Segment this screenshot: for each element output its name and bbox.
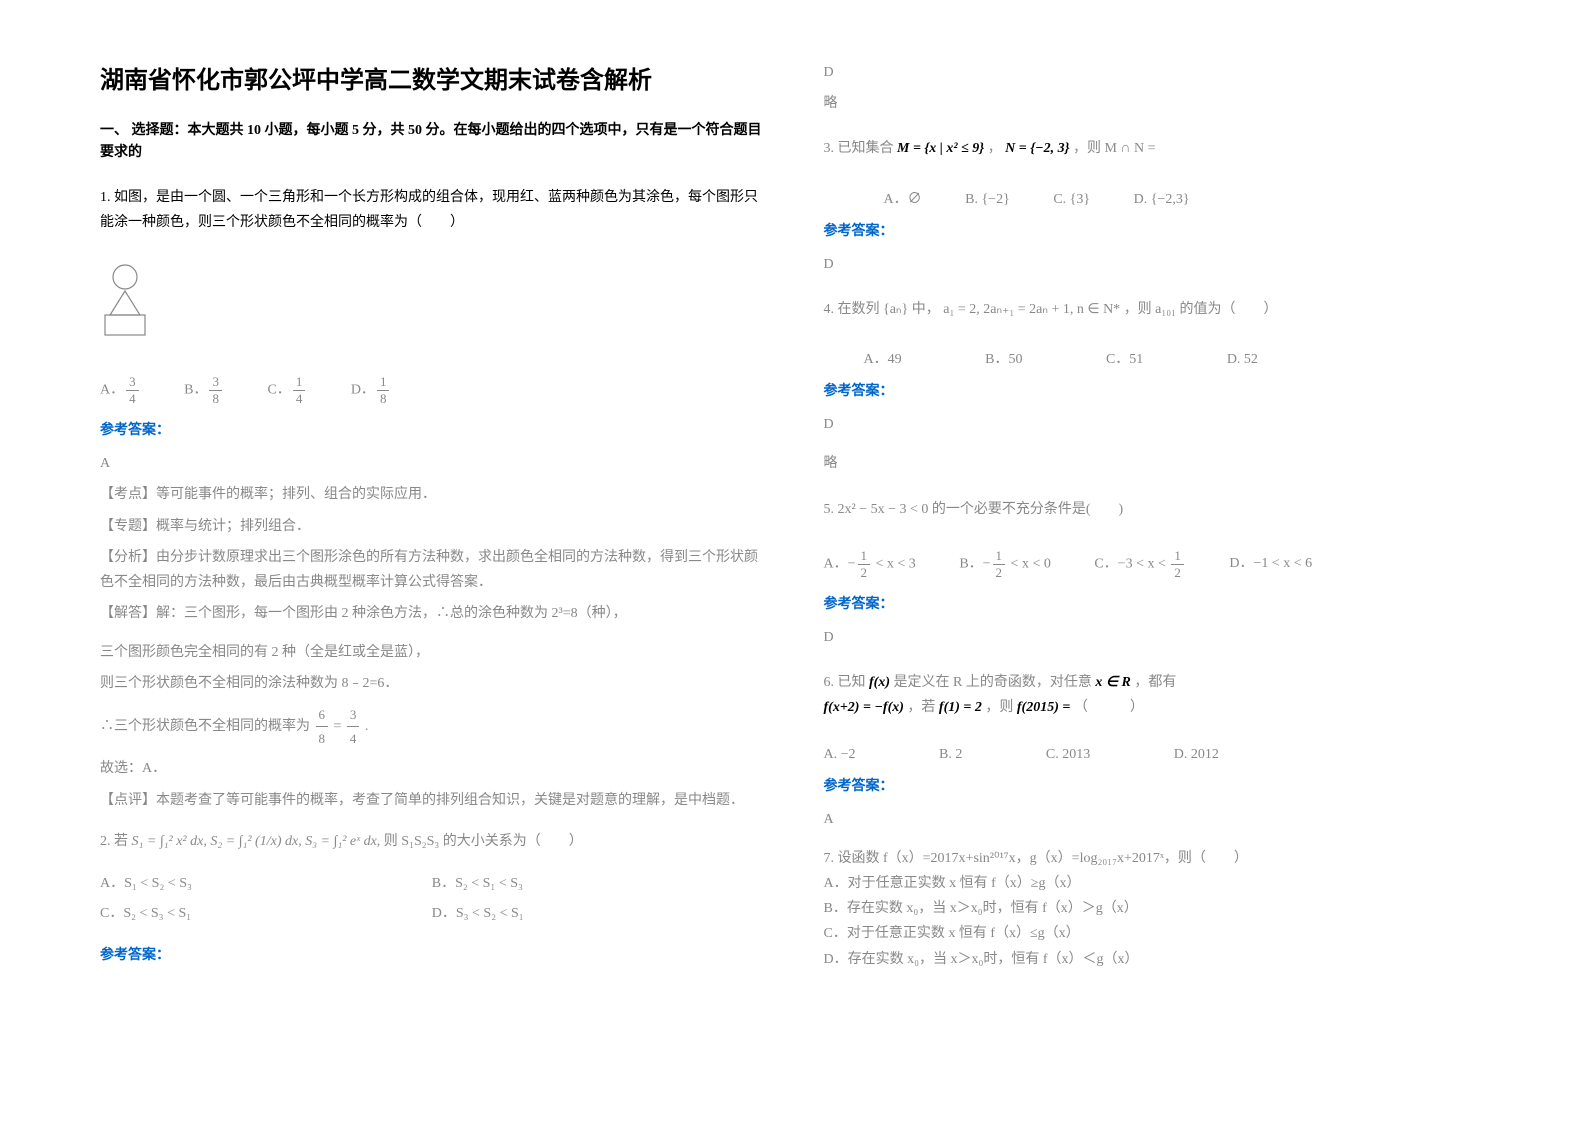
q6-ans-letter: A <box>824 807 1488 832</box>
q3-mid: ， <box>988 141 1002 156</box>
q4-options: A．49 B．50 C．51 D. 52 <box>824 348 1488 368</box>
q6-l1c: 是定义在 R 上的奇函数，对任意 <box>894 675 1096 690</box>
q1-a3: 【分析】由分步计数原理求出三个图形涂色的所有方法种数，求出颜色全相同的方法种数，… <box>100 545 764 595</box>
q7-optA: A．对于任意正实数 x 恒有 f（x）≥g（x） <box>824 871 1488 896</box>
q3-answer-label: 参考答案： <box>824 220 1488 240</box>
q2-options: A．S₁ < S₂ < S₃ B．S₂ < S₁ < S₃ C．S₂ < S₃ … <box>100 872 764 932</box>
q4-optC: C．51 <box>1106 348 1143 368</box>
q7-optD: D．存在实数 x₀，当 x＞x₀时，恒有 f（x）＜g（x） <box>824 947 1488 972</box>
q7-optB: B．存在实数 x₀，当 x＞x₀时，恒有 f（x）＞g（x） <box>824 896 1488 921</box>
q6-l1d: x ∈ R <box>1095 675 1131 690</box>
q2-expr: S₁ = ∫₁² x² dx, S₂ = ∫₁² (1/x) dx, S₃ = … <box>132 834 381 849</box>
q5-options: A．−12 < x < 3 B．−12 < x < 0 C．−3 < x < 1… <box>824 548 1488 581</box>
q7-text: 7. 设函数 f（x）=2017x+sin²⁰¹⁷x，g（x）=log₂₀₁₇x… <box>824 846 1488 871</box>
q2-answer: D 略 <box>824 60 1488 122</box>
q6-answer-label: 参考答案： <box>824 775 1488 795</box>
q4-optA: A．49 <box>864 348 902 368</box>
q6-l2a: f(x+2) = −f(x) <box>824 700 904 715</box>
q4-answer-label: 参考答案： <box>824 380 1488 400</box>
q1-ans-letter: A <box>100 451 764 476</box>
q4-prefix: 4. 在数列 {aₙ} 中， <box>824 302 940 317</box>
q3-suffix: ，则 M ∩ N = <box>1073 141 1156 156</box>
q2-optB: B．S₂ < S₁ < S₃ <box>432 872 764 892</box>
q5-text: 5. 2x² − 5x − 3 < 0 的一个必要不充分条件是( ) <box>824 497 1488 522</box>
q5-answer: D <box>824 625 1488 656</box>
q3-optA: A．∅ <box>884 188 922 208</box>
q1-figure <box>100 263 764 348</box>
q6-optB: B. 2 <box>939 747 962 763</box>
q1-a4: 【解答】解：三个图形，每一个图形由 2 种涂色方法，∴总的涂色种数为 2³=8（… <box>100 601 764 626</box>
q5-optC: C．−3 < x < 12 <box>1094 548 1186 581</box>
q6-l2c: f(1) = 2 <box>939 700 982 715</box>
q1-a6: 则三个形状颜色不全相同的涂法种数为 8﹣2=6． <box>100 671 764 696</box>
q6-optC: C. 2013 <box>1046 747 1090 763</box>
q1-a7: ∴三个形状颜色不全相同的概率为 68 = 34 . <box>100 703 764 751</box>
q1-a2: 【专题】概率与统计；排列组合． <box>100 514 764 539</box>
q1-a9: 【点评】本题考查了等可能事件的概率，考查了简单的排列组合知识，关键是对题意的理解… <box>100 788 764 813</box>
q2-optA: A．S₁ < S₂ < S₃ <box>100 872 432 892</box>
q3-optB: B. {−2} <box>965 192 1010 208</box>
q4-suffix: ，则 a₁₀₁ 的值为（ ） <box>1124 302 1278 317</box>
q6-l2b: ，若 <box>907 700 939 715</box>
q1-a5: 三个图形颜色完全相同的有 2 种（全是红或全是蓝）， <box>100 640 764 665</box>
q4-optB: B．50 <box>985 348 1022 368</box>
question-1: 1. 如图，是由一个圆、一个三角形和一个长方形构成的组合体，现用红、蓝两种颜色为… <box>100 185 764 235</box>
q5-optB: B．−12 < x < 0 <box>959 548 1051 581</box>
q2-note: 略 <box>824 91 1488 116</box>
q1-optD: D．18 <box>351 374 392 407</box>
q6-answer: A <box>824 807 1488 838</box>
q6-optD: D. 2012 <box>1174 747 1219 763</box>
question-6: 6. 已知 f(x) 是定义在 R 上的奇函数，对任意 x ∈ R ，都有 f(… <box>824 670 1488 721</box>
q1-a1: 【考点】等可能事件的概率；排列、组合的实际应用． <box>100 482 764 507</box>
q1-text: 1. 如图，是由一个圆、一个三角形和一个长方形构成的组合体，现用红、蓝两种颜色为… <box>100 185 764 235</box>
q1-optA: A．34 <box>100 374 141 407</box>
q3-optD: D. {−2,3} <box>1134 192 1190 208</box>
question-3: 3. 已知集合 M = {x | x² ≤ 9} ， N = {−2, 3} ，… <box>824 136 1488 161</box>
q6-l2d: ，则 <box>985 700 1017 715</box>
q1-options: A．34 B．38 C．14 D．18 <box>100 374 764 407</box>
q5-ans-letter: D <box>824 625 1488 650</box>
q4-optD: D. 52 <box>1227 352 1258 368</box>
q3-prefix: 3. 已知集合 <box>824 141 894 156</box>
q3-n: N = {−2, 3} <box>1005 142 1069 157</box>
question-2: 2. 若 S₁ = ∫₁² x² dx, S₂ = ∫₁² (1/x) dx, … <box>100 829 764 854</box>
q1-a8: 故选：A． <box>100 756 764 781</box>
q1-optC: C．14 <box>267 374 307 407</box>
q3-answer: D <box>824 252 1488 283</box>
q6-l1e: ，都有 <box>1134 675 1176 690</box>
q3-optC: C. {3} <box>1053 192 1090 208</box>
q5-answer-label: 参考答案： <box>824 593 1488 613</box>
q6-l2e: f(2015) = <box>1017 700 1074 715</box>
question-4: 4. 在数列 {aₙ} 中， a₁ = 2, 2aₙ₊₁ = 2aₙ + 1, … <box>824 297 1488 322</box>
q2-ans-letter: D <box>824 60 1488 85</box>
q7-optC: C．对于任意正实数 x 恒有 f（x）≤g（x） <box>824 921 1488 946</box>
question-7: 7. 设函数 f（x）=2017x+sin²⁰¹⁷x，g（x）=log₂₀₁₇x… <box>824 846 1488 972</box>
q6-l1a: 6. 已知 <box>824 675 870 690</box>
q1-answer: A 【考点】等可能事件的概率；排列、组合的实际应用． 【专题】概率与统计；排列组… <box>100 451 764 819</box>
q6-options: A. −2 B. 2 C. 2013 D. 2012 <box>824 747 1488 763</box>
q3-options: A．∅ B. {−2} C. {3} D. {−2,3} <box>824 188 1488 208</box>
q1-optB: B．38 <box>184 374 224 407</box>
section-header: 一、 选择题：本大题共 10 小题，每小题 5 分，共 50 分。在每小题给出的… <box>100 120 764 165</box>
q3-m: M = {x | x² ≤ 9} <box>897 142 984 157</box>
page-title: 湖南省怀化市郭公坪中学高二数学文期末试卷含解析 <box>100 60 764 95</box>
q4-note: 略 <box>824 451 1488 476</box>
q2-prefix: 2. 若 <box>100 834 128 849</box>
q6-optA: A. −2 <box>824 747 856 763</box>
q5-optA: A．−12 < x < 3 <box>824 548 916 581</box>
q1-answer-label: 参考答案： <box>100 419 764 439</box>
q5-optD: D．−1 < x < 6 <box>1229 552 1312 572</box>
q4-ans-letter: D <box>824 412 1488 437</box>
q2-optC: C．S₂ < S₃ < S₁ <box>100 902 432 922</box>
q2-answer-label: 参考答案： <box>100 944 764 964</box>
q6-l2f: （ ） <box>1074 700 1144 715</box>
q6-l1b: f(x) <box>869 675 890 690</box>
q4-expr: a₁ = 2, 2aₙ₊₁ = 2aₙ + 1, n ∈ N* <box>943 302 1120 317</box>
q2-suffix: 则 S₁S₂S₃ 的大小关系为（ ） <box>384 834 583 849</box>
question-5: 5. 2x² − 5x − 3 < 0 的一个必要不充分条件是( ) <box>824 497 1488 522</box>
q3-ans-letter: D <box>824 252 1488 277</box>
q4-answer: D 略 <box>824 412 1488 482</box>
q2-optD: D．S₃ < S₂ < S₁ <box>432 902 764 922</box>
